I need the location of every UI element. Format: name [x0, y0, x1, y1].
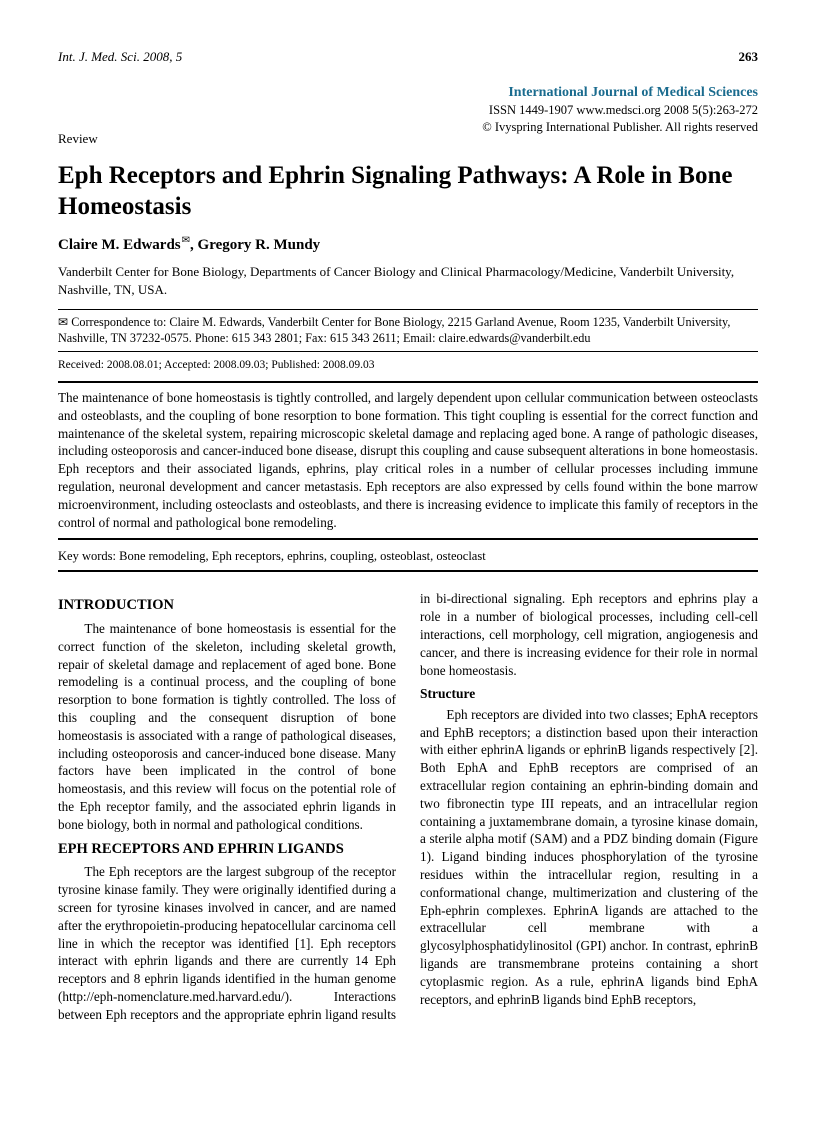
keywords-label: Key words: — [58, 549, 116, 563]
issn-line: ISSN 1449-1907 www.medsci.org 2008 5(5):… — [58, 102, 758, 119]
subheading-structure: Structure — [420, 685, 758, 703]
affiliation: Vanderbilt Center for Bone Biology, Depa… — [58, 263, 758, 298]
keywords: Key words: Bone remodeling, Eph receptor… — [58, 544, 758, 573]
running-journal: Int. J. Med. Sci. 2008, 5 — [58, 48, 182, 66]
author-2: , Gregory R. Mundy — [190, 237, 320, 253]
author-1: Claire M. Edwards — [58, 237, 181, 253]
article-title: Eph Receptors and Ephrin Signaling Pathw… — [58, 160, 758, 223]
corresponding-icon: ✉ — [182, 234, 190, 248]
body-columns: INTRODUCTION The maintenance of bone hom… — [58, 590, 758, 1023]
running-head: Int. J. Med. Sci. 2008, 5 263 — [58, 48, 758, 66]
structure-paragraph-1: Eph receptors are divided into two class… — [420, 706, 758, 1009]
abstract: The maintenance of bone homeostasis is t… — [58, 381, 758, 540]
keywords-text: Bone remodeling, Eph receptors, ephrins,… — [116, 549, 486, 563]
section-heading-introduction: INTRODUCTION — [58, 596, 396, 616]
article-dates: Received: 2008.08.01; Accepted: 2008.09.… — [58, 358, 758, 374]
section-heading-eph: EPH RECEPTORS AND EPHRIN LIGANDS — [58, 840, 396, 860]
page-number: 263 — [739, 48, 759, 66]
journal-block: International Journal of Medical Science… — [58, 84, 758, 137]
journal-name: International Journal of Medical Science… — [58, 84, 758, 103]
authors: Claire M. Edwards✉, Gregory R. Mundy — [58, 234, 758, 255]
correspondence-box: ✉ Correspondence to: Claire M. Edwards, … — [58, 309, 758, 352]
intro-paragraph-1: The maintenance of bone homeostasis is e… — [58, 620, 396, 834]
